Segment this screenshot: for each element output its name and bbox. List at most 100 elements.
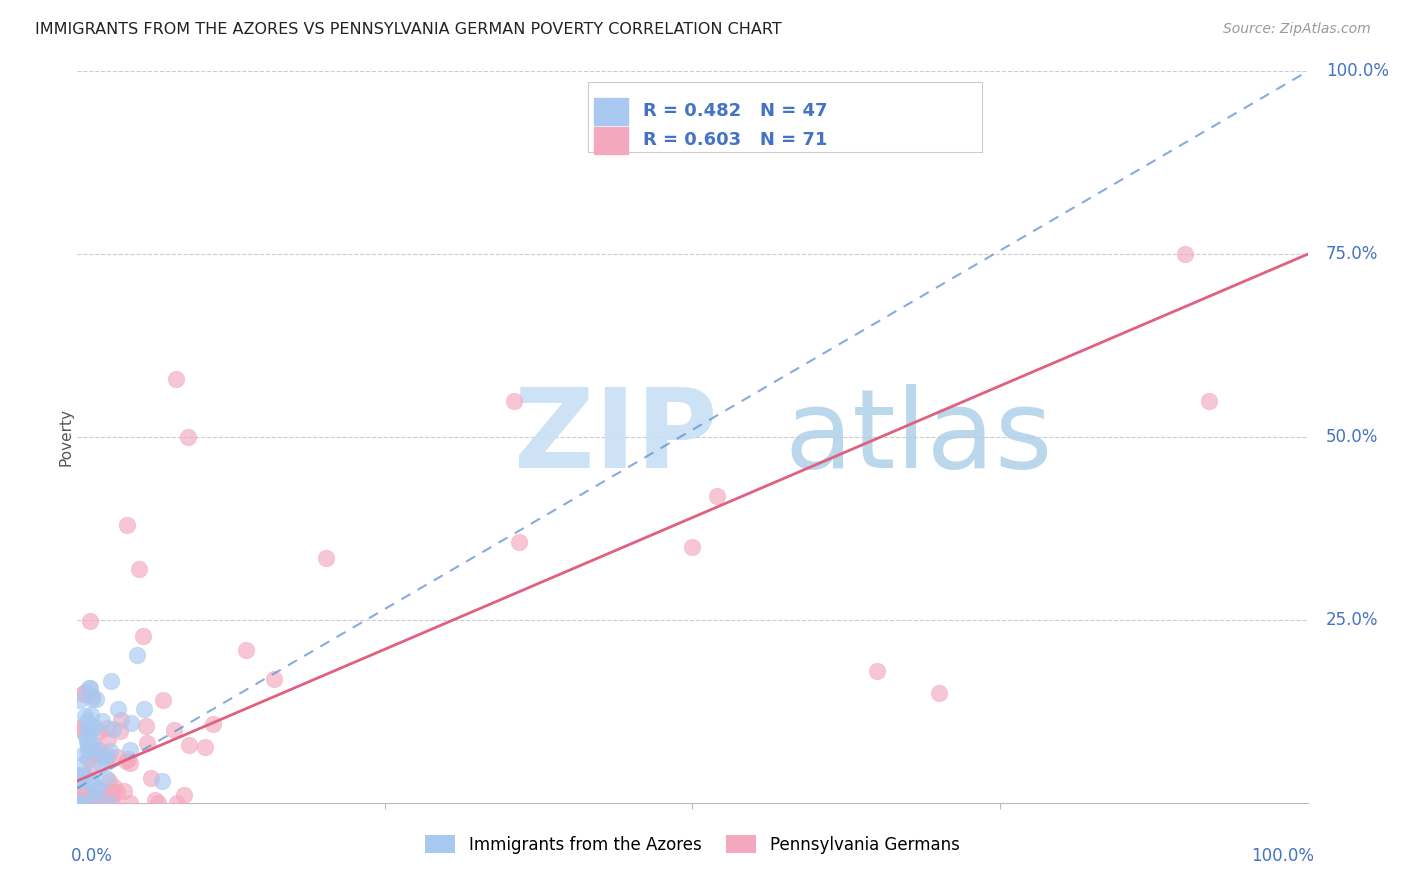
Point — [91, 749, 114, 764]
Point — [84, 692, 107, 706]
Point — [76, 796, 98, 810]
Point — [315, 550, 337, 565]
Point — [72, 768, 94, 782]
Text: ZIP: ZIP — [515, 384, 717, 491]
Point — [146, 796, 169, 810]
Point — [66, 768, 89, 782]
Point — [76, 735, 98, 749]
Point — [75, 685, 97, 699]
Point — [75, 730, 97, 744]
Point — [87, 796, 110, 810]
Point — [96, 721, 118, 735]
Point — [263, 672, 285, 686]
Point — [73, 709, 96, 723]
Point — [682, 540, 704, 554]
Point — [152, 693, 174, 707]
Point — [90, 783, 112, 797]
Text: 100.0%: 100.0% — [1326, 62, 1389, 80]
Point — [173, 788, 195, 802]
Point — [77, 681, 100, 696]
Point — [120, 742, 142, 756]
Point — [79, 788, 101, 802]
Point — [107, 702, 129, 716]
Point — [69, 721, 91, 735]
Point — [91, 796, 114, 810]
Point — [72, 796, 94, 810]
Point — [150, 774, 173, 789]
Text: R = 0.482   N = 47: R = 0.482 N = 47 — [644, 102, 828, 120]
Point — [86, 746, 108, 760]
Point — [73, 747, 96, 762]
Point — [86, 781, 108, 796]
Point — [94, 752, 117, 766]
Text: 50.0%: 50.0% — [1326, 428, 1378, 446]
Point — [163, 723, 186, 737]
Point — [97, 796, 120, 810]
Point — [82, 692, 104, 706]
Text: 0.0%: 0.0% — [72, 847, 112, 864]
Point — [73, 757, 96, 772]
Point — [79, 614, 101, 628]
Point — [67, 796, 90, 810]
Point — [83, 791, 105, 805]
Point — [100, 796, 122, 810]
Point — [1174, 247, 1197, 261]
Point — [202, 716, 225, 731]
Point — [93, 790, 115, 805]
Point — [101, 796, 124, 810]
Point — [141, 771, 163, 785]
Point — [82, 757, 104, 772]
Point — [110, 713, 132, 727]
Point — [100, 674, 122, 689]
Point — [76, 743, 98, 757]
Text: 75.0%: 75.0% — [1326, 245, 1378, 263]
Point — [72, 687, 94, 701]
Point — [76, 714, 98, 728]
Point — [101, 786, 124, 800]
Point — [83, 720, 105, 734]
Point — [69, 793, 91, 807]
Point — [98, 744, 121, 758]
Point — [1198, 393, 1220, 408]
Point — [114, 754, 136, 768]
Point — [105, 785, 128, 799]
Point — [80, 738, 103, 752]
Point — [84, 784, 107, 798]
Point — [77, 722, 100, 736]
Point — [75, 769, 97, 783]
FancyBboxPatch shape — [595, 128, 628, 154]
Point — [82, 738, 104, 752]
Point — [128, 562, 150, 576]
Point — [79, 774, 101, 789]
Point — [70, 723, 93, 738]
Point — [105, 750, 128, 764]
Point — [706, 489, 728, 503]
Point — [118, 756, 141, 770]
Point — [115, 517, 138, 532]
Text: 25.0%: 25.0% — [1326, 611, 1378, 629]
Point — [72, 787, 94, 801]
Point — [76, 752, 98, 766]
Point — [70, 796, 93, 810]
Point — [97, 749, 120, 764]
Point — [177, 738, 200, 752]
Point — [928, 686, 950, 700]
Text: Source: ZipAtlas.com: Source: ZipAtlas.com — [1223, 22, 1371, 37]
Point — [166, 796, 188, 810]
Point — [136, 736, 159, 750]
Point — [72, 796, 94, 810]
FancyBboxPatch shape — [588, 82, 981, 152]
Text: IMMIGRANTS FROM THE AZORES VS PENNSYLVANIA GERMAN POVERTY CORRELATION CHART: IMMIGRANTS FROM THE AZORES VS PENNSYLVAN… — [35, 22, 782, 37]
Point — [165, 371, 187, 385]
Point — [117, 752, 139, 766]
Point — [118, 796, 141, 810]
Point — [69, 782, 91, 797]
Point — [125, 648, 148, 662]
Point — [90, 714, 112, 728]
Point — [79, 681, 101, 695]
Text: R = 0.603   N = 71: R = 0.603 N = 71 — [644, 131, 828, 149]
Point — [90, 757, 112, 772]
Point — [97, 774, 120, 789]
Point — [94, 771, 117, 785]
Point — [69, 774, 91, 789]
